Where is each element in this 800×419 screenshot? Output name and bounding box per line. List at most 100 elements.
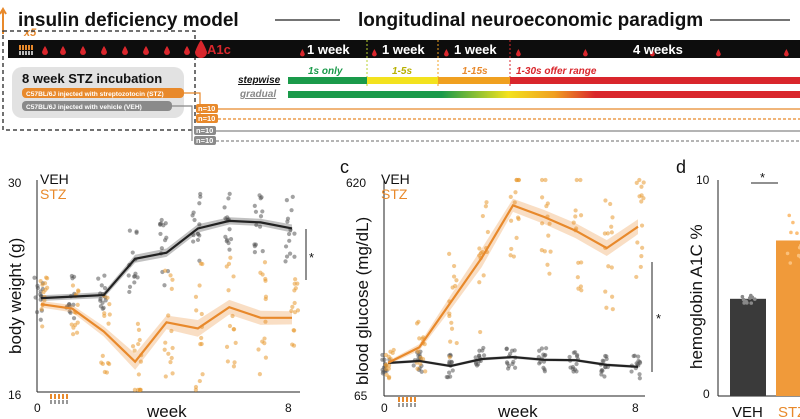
bar-stz <box>776 240 800 396</box>
data-point-veh <box>473 355 478 360</box>
bw-legend-veh: VEH <box>40 171 69 187</box>
data-point-stz <box>232 360 237 365</box>
data-point-veh <box>35 310 40 315</box>
a1c-plot-area: VEH STZ <box>730 213 800 419</box>
blood-drop-icon <box>42 46 48 55</box>
bw-y-label: body weight (g) <box>6 238 25 354</box>
bg-y-tick-bottom: 65 <box>354 389 368 403</box>
data-point-veh <box>158 231 163 237</box>
data-point-veh <box>96 276 101 281</box>
data-point-stz <box>70 332 76 337</box>
data-point-veh <box>447 370 452 375</box>
data-point-veh <box>574 354 580 359</box>
data-point-veh <box>102 286 108 291</box>
bg-y-tick-top: 620 <box>346 176 366 190</box>
bar-veh <box>730 298 766 396</box>
data-point-stz <box>136 372 141 377</box>
data-point-stz <box>135 321 141 327</box>
data-point-veh <box>599 367 604 373</box>
data-point-stz <box>231 274 236 279</box>
left-title: insulin deficiency model <box>18 10 239 31</box>
data-point-stz <box>449 320 454 325</box>
data-point-veh <box>35 285 40 291</box>
blood-drop-icon <box>650 49 655 57</box>
a1c-label: A1c <box>207 42 231 57</box>
stepwise-seg-3 <box>438 77 510 84</box>
data-point-veh <box>512 365 518 370</box>
data-point-stz <box>448 339 453 344</box>
bg-x-tick-start: 0 <box>381 401 388 415</box>
stz-group-label: C57BL/6J injected with streptozotocin (S… <box>26 91 164 98</box>
data-point-stz <box>388 356 393 361</box>
data-point-stz <box>423 369 428 374</box>
data-point-veh <box>260 209 265 214</box>
group-n-2: n=10 <box>198 114 215 123</box>
data-point-veh <box>512 348 517 353</box>
data-point-veh <box>477 353 482 359</box>
data-point-veh <box>603 353 608 359</box>
data-point-stz <box>292 300 297 306</box>
data-point-veh <box>102 273 107 278</box>
header: insulin deficiency model longitudinal ne… <box>0 7 790 39</box>
blood-drop-icon <box>143 46 149 55</box>
data-point-veh <box>541 365 546 370</box>
data-point-stz <box>262 336 267 341</box>
data-point-stz <box>170 277 175 282</box>
data-point-stz <box>256 347 261 352</box>
data-point-stz <box>796 253 800 258</box>
data-point-veh <box>477 348 482 353</box>
data-point-stz <box>42 281 48 286</box>
data-point-veh <box>228 236 234 242</box>
data-point-stz <box>74 330 80 335</box>
data-point-veh <box>260 249 265 254</box>
data-point-stz <box>289 308 294 314</box>
data-point-stz <box>100 353 105 358</box>
data-point-stz <box>166 313 171 318</box>
veh-group-label: C57BL/6J injected with vehicle (VEH) <box>26 104 142 111</box>
data-point-stz <box>414 321 420 326</box>
data-point-stz <box>789 230 793 235</box>
data-point-stz <box>262 341 267 346</box>
data-point-veh <box>159 246 164 251</box>
data-point-stz <box>454 278 459 283</box>
data-point-stz <box>169 328 174 334</box>
data-point-stz <box>260 272 265 277</box>
data-point-veh <box>159 217 164 223</box>
bw-significance: * <box>309 250 314 265</box>
data-point-stz <box>199 311 204 317</box>
data-point-stz <box>290 304 295 309</box>
data-point-veh <box>223 234 228 239</box>
bg-y-label: blood glucose (mg/dL) <box>353 217 372 385</box>
phase-label-4: 4 weeks <box>633 42 683 57</box>
bg-legend-veh: VEH <box>381 171 410 187</box>
data-point-veh <box>258 214 264 219</box>
phase-label-3: 1 week <box>454 42 497 57</box>
data-point-veh <box>191 210 196 215</box>
offer-range-3: 1-15s <box>462 66 488 77</box>
data-point-stz <box>224 344 230 349</box>
data-point-stz <box>453 283 458 289</box>
blood-drop-icon <box>101 46 107 55</box>
data-point-stz <box>634 180 639 185</box>
data-point-stz <box>226 288 231 293</box>
injection-marks <box>19 45 33 55</box>
data-point-stz <box>130 344 136 349</box>
data-point-veh <box>33 295 38 300</box>
bw-x-label: week <box>146 402 187 419</box>
data-point-stz <box>540 221 545 226</box>
data-point-veh <box>38 292 43 297</box>
data-point-stz <box>481 273 486 278</box>
data-point-stz <box>610 215 615 220</box>
data-point-stz <box>609 224 614 229</box>
data-point-stz <box>573 208 578 213</box>
group-badge-2 <box>196 114 218 123</box>
data-point-stz <box>38 278 43 284</box>
data-point-stz <box>162 347 167 352</box>
data-point-stz <box>509 246 514 252</box>
data-point-stz <box>132 387 137 392</box>
bar-label-veh: VEH <box>732 404 763 419</box>
data-point-stz <box>105 360 111 366</box>
error-band-veh <box>41 217 292 302</box>
data-point-stz <box>638 264 643 270</box>
